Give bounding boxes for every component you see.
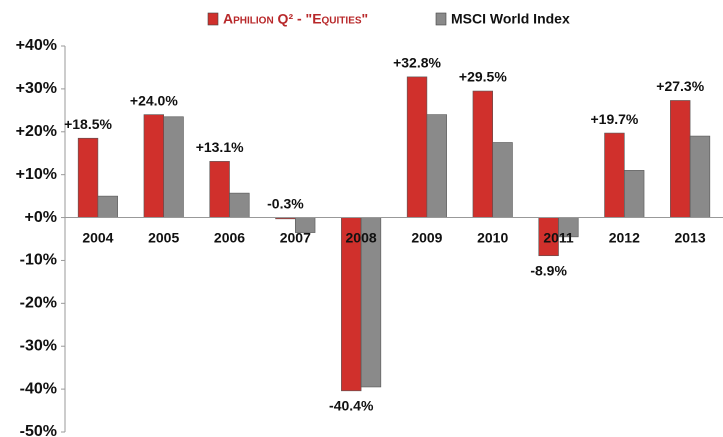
bar — [77, 137, 99, 218]
y-tick-label: +40% — [16, 37, 57, 54]
y-tick-label: -10% — [20, 252, 57, 269]
bar — [143, 114, 165, 218]
bar — [623, 170, 645, 218]
y-tick-label: -40% — [20, 380, 57, 397]
x-tick-label: 2007 — [280, 229, 311, 245]
value-label: +18.5% — [64, 116, 112, 132]
legend-swatch — [207, 12, 219, 26]
x-tick-label: 2011 — [543, 229, 574, 245]
y-tick-label: +30% — [16, 80, 57, 97]
x-tick-label: 2006 — [214, 229, 245, 245]
bar — [163, 116, 184, 218]
bar — [492, 142, 513, 218]
y-tick-label: +0% — [25, 209, 57, 226]
bar — [406, 76, 428, 218]
x-tick-label: 2012 — [609, 229, 640, 245]
x-tick-label: 2009 — [411, 229, 442, 245]
value-label: -8.9% — [530, 262, 567, 278]
bar — [689, 135, 711, 218]
y-tick-label: +10% — [16, 166, 57, 183]
value-label: +29.5% — [459, 69, 507, 85]
bar — [97, 195, 118, 218]
value-label: -0.3% — [267, 195, 304, 211]
value-label: -40.4% — [329, 398, 374, 414]
x-tick-label: 2004 — [82, 229, 113, 245]
legend-swatch — [435, 12, 447, 26]
value-label: +27.3% — [656, 78, 704, 94]
legend-label: MSCI World Index — [451, 11, 570, 27]
bar — [472, 90, 493, 218]
bar — [670, 100, 691, 218]
x-tick-label: 2013 — [675, 229, 706, 245]
x-tick-label: 2005 — [148, 229, 179, 245]
value-label: +32.8% — [393, 55, 441, 71]
x-tick-label: 2008 — [346, 229, 377, 245]
y-tick-label: -50% — [20, 423, 57, 437]
value-label: +24.0% — [130, 92, 178, 108]
bar — [604, 132, 625, 218]
legend-label: Aphilion Q² - "Equities" — [223, 11, 368, 27]
value-label: +19.7% — [590, 111, 638, 127]
y-tick-label: -30% — [20, 337, 57, 354]
bar — [229, 192, 250, 218]
y-tick-label: -20% — [20, 295, 57, 312]
bar — [209, 161, 230, 218]
value-label: +13.1% — [196, 139, 244, 155]
y-tick-label: +20% — [16, 123, 57, 140]
bar — [426, 114, 447, 218]
x-tick-label: 2010 — [477, 229, 508, 245]
